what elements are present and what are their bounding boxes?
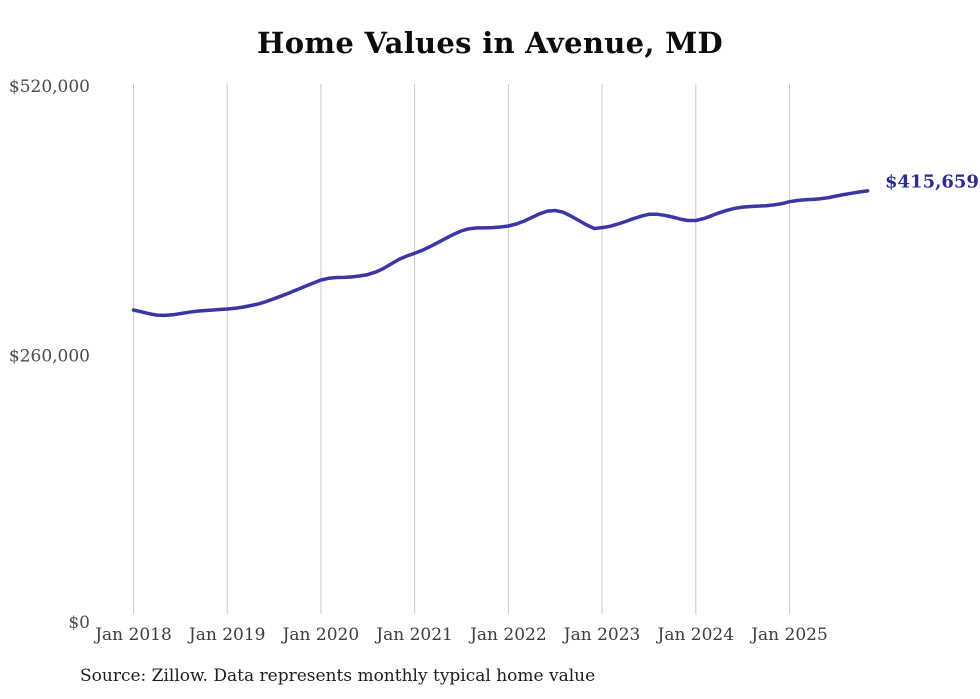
- x-axis-tick-label: Jan 2024: [656, 625, 735, 645]
- x-axis-tick-label: Jan 2022: [468, 625, 547, 645]
- x-axis-tick-label: Jan 2019: [187, 625, 266, 645]
- chart-title: Home Values in Avenue, MD: [257, 26, 723, 60]
- home-value-line: [131, 189, 870, 318]
- y-axis-tick-label: $260,000: [9, 347, 90, 367]
- x-axis-tick-label: Jan 2018: [93, 625, 172, 645]
- y-axis-tick-label: $520,000: [9, 77, 90, 97]
- y-axis-tick-label: $0: [68, 613, 90, 633]
- source-note: Source: Zillow. Data represents monthly …: [80, 666, 596, 686]
- latest-value-label: $415,659: [885, 171, 979, 193]
- x-axis-tick-label: Jan 2020: [281, 625, 360, 645]
- x-axis-tick-label: Jan 2021: [374, 625, 453, 645]
- x-axis-tick-label: Jan 2023: [562, 625, 641, 645]
- x-axis-tick-label: Jan 2025: [749, 625, 828, 645]
